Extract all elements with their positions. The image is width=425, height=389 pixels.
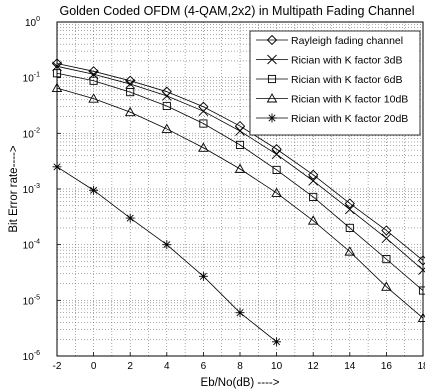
- x-tick-label: 8: [237, 361, 243, 372]
- y-tick-label: 100: [25, 16, 40, 29]
- legend-label: Rician with K factor 3dB: [291, 55, 402, 67]
- y-tick-label: 10-5: [23, 294, 40, 307]
- x-tick-label: 0: [91, 361, 97, 372]
- data-point: [89, 185, 99, 195]
- data-point: [198, 106, 209, 116]
- legend-marker: [267, 113, 277, 123]
- data-point: [235, 140, 245, 149]
- data-point: [162, 101, 171, 111]
- data-point: [88, 66, 99, 77]
- legend-item: Rician with K factor 20dB: [256, 113, 408, 125]
- y-axis-label: Bit Error rate---->: [8, 145, 20, 233]
- x-tick-label: 4: [164, 361, 170, 372]
- y-tick-label: 10-1: [23, 72, 40, 85]
- legend-marker: [266, 93, 278, 103]
- legend-label: Rayleigh fading channel: [291, 35, 403, 47]
- data-point: [271, 144, 282, 155]
- legend-item: Rician with K factor 6dB: [256, 74, 402, 86]
- series-triangle: [51, 82, 425, 323]
- y-tick-label: 10-2: [23, 127, 40, 140]
- legend-label: Rician with K factor 10dB: [291, 94, 408, 106]
- x-tick-label: 6: [201, 361, 207, 372]
- data-point: [198, 271, 208, 281]
- data-point: [125, 75, 136, 86]
- legend-marker: [267, 54, 277, 65]
- data-point: [199, 119, 208, 128]
- data-point: [89, 76, 98, 85]
- series-line: [56, 72, 424, 291]
- x-tick-label: 16: [381, 361, 393, 372]
- data-point: [381, 281, 392, 291]
- data-point: [381, 225, 392, 236]
- series-x: [52, 61, 425, 275]
- legend-marker: [267, 74, 277, 84]
- x-tick-label: 14: [344, 361, 356, 372]
- legend-label: Rician with K factor 20dB: [291, 113, 408, 125]
- legend: Rayleigh fading channel Rician with K fac…: [249, 30, 421, 136]
- y-tick-label: 10-3: [23, 183, 40, 196]
- legend-item: Rician with K factor 10dB: [256, 93, 408, 106]
- grid: [56, 22, 424, 357]
- data-point: [126, 88, 135, 97]
- data-point: [162, 240, 172, 250]
- legend-item: Rician with K factor 3dB: [256, 55, 402, 67]
- data-point: [344, 246, 356, 256]
- data-point: [198, 142, 209, 152]
- data-point: [308, 169, 319, 180]
- x-tick-label: 10: [271, 361, 283, 372]
- y-tick-label: 10-4: [23, 239, 40, 252]
- data-point: [381, 233, 392, 244]
- legend-label: Rician with K factor 6dB: [291, 74, 402, 86]
- chart-title: Golden Coded OFDM (4-QAM,2x2) in Multipa…: [59, 4, 414, 18]
- x-tick-label: -2: [53, 361, 62, 372]
- series-line: [56, 63, 424, 261]
- series-layer: [51, 58, 425, 347]
- data-point: [308, 176, 319, 186]
- x-tick-label: 18: [417, 361, 425, 372]
- data-point: [272, 165, 281, 174]
- x-tick-label: 2: [127, 361, 133, 372]
- data-point: [88, 93, 99, 103]
- data-point: [234, 163, 246, 173]
- data-point: [271, 149, 282, 160]
- series-line: [56, 87, 424, 319]
- data-point: [125, 213, 135, 223]
- data-point: [124, 106, 136, 117]
- legend-marker: [266, 34, 278, 46]
- data-point: [271, 187, 282, 197]
- data-point: [345, 223, 354, 232]
- data-point: [309, 192, 318, 201]
- series-star: [52, 162, 282, 347]
- legend-item: Rayleigh fading channel: [256, 34, 403, 47]
- data-point: [382, 255, 391, 264]
- data-point: [307, 215, 319, 225]
- y-tick-label: 10-6: [23, 350, 40, 363]
- x-axis-label: Eb/No(dB) ---->: [201, 377, 280, 389]
- series-diamond: [51, 58, 425, 266]
- data-point: [344, 204, 355, 215]
- data-point: [235, 126, 245, 136]
- data-point: [272, 337, 282, 347]
- x-tick-label: 12: [308, 361, 320, 372]
- data-point: [161, 123, 173, 133]
- data-point: [235, 308, 245, 318]
- x-axis-ticks: -2 0 2 4 6 8 10 12 14 16 18: [53, 352, 425, 372]
- data-point: [125, 79, 136, 89]
- data-point: [161, 91, 172, 101]
- data-point: [344, 198, 355, 209]
